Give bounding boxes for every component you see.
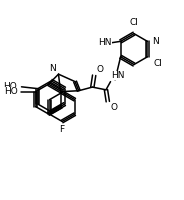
Text: HN: HN: [98, 38, 112, 47]
Text: F: F: [60, 125, 65, 134]
Text: HN: HN: [112, 71, 125, 80]
Text: Cl: Cl: [130, 18, 138, 27]
Text: HO: HO: [3, 82, 17, 91]
Text: N: N: [49, 64, 56, 73]
Text: O: O: [97, 65, 104, 74]
Text: O: O: [111, 103, 118, 112]
Text: Cl: Cl: [154, 59, 163, 68]
Text: HO: HO: [4, 87, 17, 96]
Text: N: N: [152, 37, 159, 46]
